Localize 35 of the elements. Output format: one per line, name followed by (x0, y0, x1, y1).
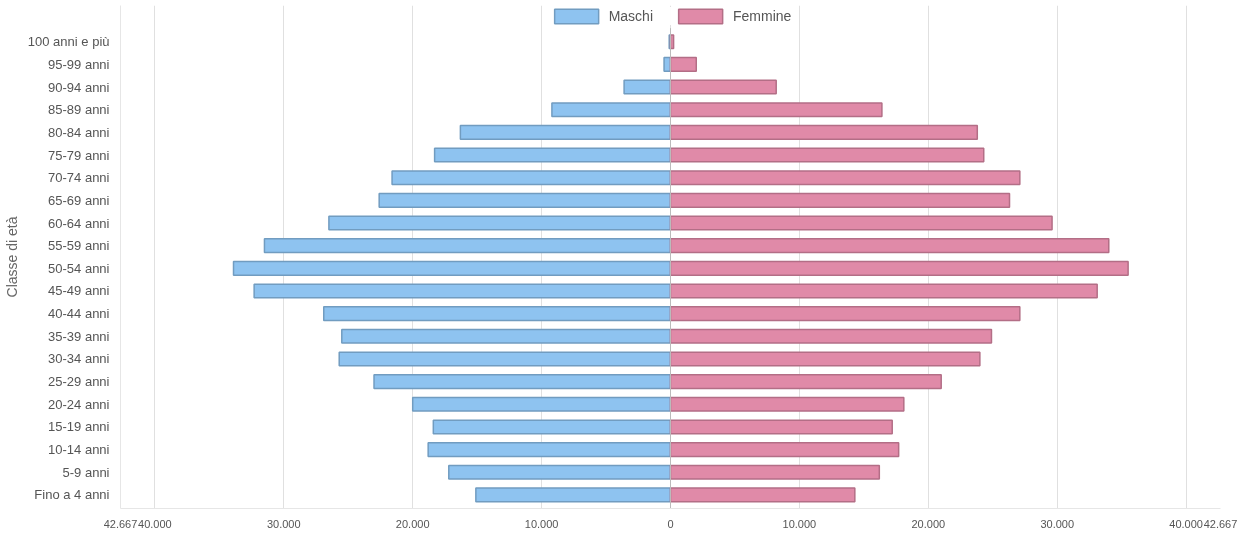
legend-label: Femmine (733, 8, 792, 24)
y-tick-label: 70-74 anni (48, 170, 110, 186)
y-tick-label: 20-24 anni (48, 396, 110, 412)
y-tick-label: 30-34 anni (48, 351, 110, 367)
y-tick-label: 85-89 anni (48, 102, 110, 118)
x-tick-label: 0 (667, 517, 674, 530)
y-tick-label: 90-94 anni (48, 79, 110, 95)
y-tick-label: 100 anni e più (27, 34, 110, 50)
y-tick-label: 75-79 anni (48, 147, 110, 163)
y-tick-label: 10-14 anni (48, 442, 110, 458)
x-tick-label: 20.000 (395, 517, 430, 530)
y-axis-title: Classe di età (3, 216, 20, 298)
x-tick-label: 10.000 (524, 517, 559, 530)
y-tick-label: 55-59 anni (48, 238, 110, 254)
x-tick-label: 40.000 (138, 517, 172, 530)
x-tick-label: 10.000 (782, 517, 817, 530)
x-tick-label: 30.000 (1040, 517, 1075, 530)
y-tick-label: 65-69 anni (48, 192, 110, 208)
y-tick-label: 60-64 anni (48, 215, 110, 231)
x-tick-label: 20.000 (911, 517, 946, 530)
x-tick-label: 42.667 (103, 517, 138, 530)
y-tick-label: 15-19 anni (48, 419, 110, 435)
y-tick-label: 25-29 anni (48, 374, 110, 390)
y-tick-label: Fino a 4 anni (34, 487, 110, 503)
x-tick-label: 40.000 (1169, 517, 1203, 530)
x-tick-label: 30.000 (266, 517, 301, 530)
y-tick-label: 35-39 anni (48, 328, 110, 344)
y-tick-label: 40-44 anni (48, 306, 110, 322)
y-tick-label: 50-54 anni (48, 260, 110, 276)
x-tick-label: 42.667 (1203, 517, 1238, 530)
y-tick-label: 95-99 anni (48, 56, 110, 72)
y-tick-label: 45-49 anni (48, 283, 110, 299)
y-tick-label: 5-9 anni (62, 464, 110, 480)
y-tick-label: 80-84 anni (48, 124, 110, 140)
legend-label: Maschi (608, 8, 653, 24)
